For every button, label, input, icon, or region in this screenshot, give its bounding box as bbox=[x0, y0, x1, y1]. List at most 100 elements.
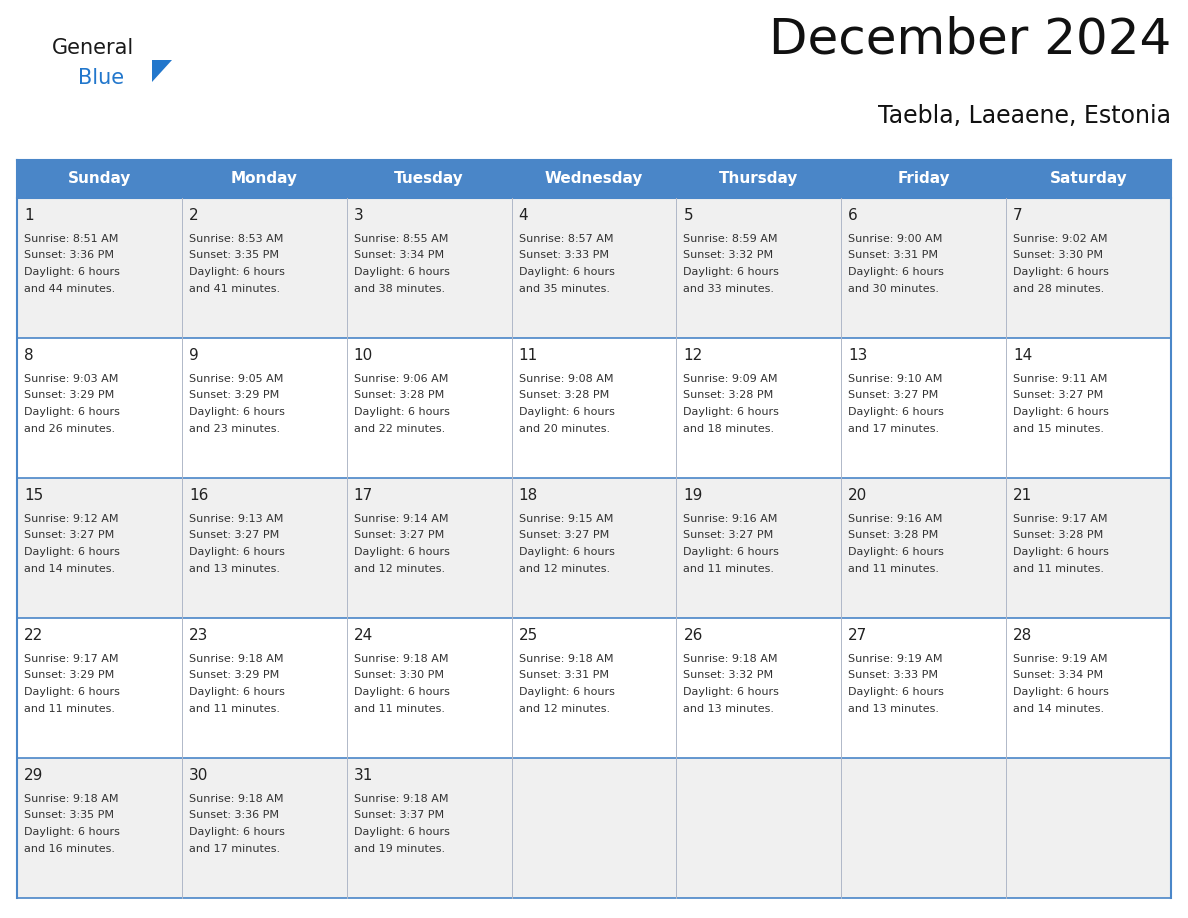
Text: December 2024: December 2024 bbox=[769, 15, 1171, 63]
Text: Sunset: 3:27 PM: Sunset: 3:27 PM bbox=[848, 390, 939, 400]
Text: and 16 minutes.: and 16 minutes. bbox=[24, 844, 115, 854]
Text: 13: 13 bbox=[848, 348, 867, 363]
Text: Sunrise: 8:51 AM: Sunrise: 8:51 AM bbox=[24, 234, 119, 244]
Text: and 12 minutes.: and 12 minutes. bbox=[519, 703, 609, 713]
Text: and 30 minutes.: and 30 minutes. bbox=[848, 284, 940, 294]
Text: 19: 19 bbox=[683, 488, 703, 503]
Text: Daylight: 6 hours: Daylight: 6 hours bbox=[1013, 687, 1110, 697]
Text: 3: 3 bbox=[354, 208, 364, 223]
Text: Sunset: 3:29 PM: Sunset: 3:29 PM bbox=[24, 670, 114, 680]
Text: 16: 16 bbox=[189, 488, 208, 503]
Text: Daylight: 6 hours: Daylight: 6 hours bbox=[24, 267, 120, 277]
Text: Sunrise: 9:19 AM: Sunrise: 9:19 AM bbox=[1013, 654, 1107, 664]
Text: Daylight: 6 hours: Daylight: 6 hours bbox=[24, 827, 120, 837]
Polygon shape bbox=[152, 60, 172, 82]
Text: 24: 24 bbox=[354, 628, 373, 643]
Text: Daylight: 6 hours: Daylight: 6 hours bbox=[848, 547, 944, 557]
Text: Sunset: 3:28 PM: Sunset: 3:28 PM bbox=[519, 390, 608, 400]
Text: 15: 15 bbox=[24, 488, 43, 503]
Text: Daylight: 6 hours: Daylight: 6 hours bbox=[519, 267, 614, 277]
Text: Sunset: 3:27 PM: Sunset: 3:27 PM bbox=[24, 531, 114, 541]
Bar bbox=[17, 198, 1171, 338]
Text: Sunrise: 9:18 AM: Sunrise: 9:18 AM bbox=[24, 794, 119, 804]
Text: Sunrise: 9:18 AM: Sunrise: 9:18 AM bbox=[189, 654, 284, 664]
Text: Sunrise: 9:16 AM: Sunrise: 9:16 AM bbox=[683, 514, 778, 524]
Text: 22: 22 bbox=[24, 628, 43, 643]
Text: Sunset: 3:36 PM: Sunset: 3:36 PM bbox=[189, 811, 279, 821]
Text: Sunset: 3:29 PM: Sunset: 3:29 PM bbox=[189, 390, 279, 400]
Text: 5: 5 bbox=[683, 208, 693, 223]
Text: 1: 1 bbox=[24, 208, 33, 223]
Bar bbox=[17, 618, 1171, 758]
Text: Sunrise: 9:11 AM: Sunrise: 9:11 AM bbox=[1013, 374, 1107, 384]
Text: Daylight: 6 hours: Daylight: 6 hours bbox=[519, 547, 614, 557]
Text: 27: 27 bbox=[848, 628, 867, 643]
Text: Sunset: 3:28 PM: Sunset: 3:28 PM bbox=[1013, 531, 1104, 541]
Text: 30: 30 bbox=[189, 768, 208, 783]
Text: Sunset: 3:30 PM: Sunset: 3:30 PM bbox=[354, 670, 443, 680]
Text: Sunrise: 9:13 AM: Sunrise: 9:13 AM bbox=[189, 514, 283, 524]
Text: Daylight: 6 hours: Daylight: 6 hours bbox=[354, 407, 449, 417]
Text: and 11 minutes.: and 11 minutes. bbox=[24, 703, 115, 713]
Text: 20: 20 bbox=[848, 488, 867, 503]
Text: Sunrise: 9:18 AM: Sunrise: 9:18 AM bbox=[683, 654, 778, 664]
Text: 9: 9 bbox=[189, 348, 198, 363]
Text: Daylight: 6 hours: Daylight: 6 hours bbox=[24, 687, 120, 697]
Text: Daylight: 6 hours: Daylight: 6 hours bbox=[189, 827, 285, 837]
Text: Daylight: 6 hours: Daylight: 6 hours bbox=[519, 687, 614, 697]
Text: Sunset: 3:30 PM: Sunset: 3:30 PM bbox=[1013, 251, 1104, 261]
Text: 8: 8 bbox=[24, 348, 33, 363]
Text: Wednesday: Wednesday bbox=[545, 172, 643, 186]
Text: Sunset: 3:31 PM: Sunset: 3:31 PM bbox=[848, 251, 939, 261]
Text: 18: 18 bbox=[519, 488, 538, 503]
Text: 4: 4 bbox=[519, 208, 529, 223]
Text: Sunset: 3:36 PM: Sunset: 3:36 PM bbox=[24, 251, 114, 261]
Text: and 15 minutes.: and 15 minutes. bbox=[1013, 423, 1104, 433]
Text: Daylight: 6 hours: Daylight: 6 hours bbox=[848, 407, 944, 417]
Text: 25: 25 bbox=[519, 628, 538, 643]
Text: 31: 31 bbox=[354, 768, 373, 783]
Text: and 23 minutes.: and 23 minutes. bbox=[189, 423, 280, 433]
Text: Daylight: 6 hours: Daylight: 6 hours bbox=[683, 687, 779, 697]
Text: and 11 minutes.: and 11 minutes. bbox=[1013, 564, 1104, 574]
Text: Sunrise: 8:59 AM: Sunrise: 8:59 AM bbox=[683, 234, 778, 244]
Text: 29: 29 bbox=[24, 768, 44, 783]
Text: Sunrise: 9:00 AM: Sunrise: 9:00 AM bbox=[848, 234, 942, 244]
Text: Daylight: 6 hours: Daylight: 6 hours bbox=[354, 267, 449, 277]
Text: and 35 minutes.: and 35 minutes. bbox=[519, 284, 609, 294]
Text: and 22 minutes.: and 22 minutes. bbox=[354, 423, 446, 433]
Text: Sunrise: 8:57 AM: Sunrise: 8:57 AM bbox=[519, 234, 613, 244]
Text: Sunrise: 9:09 AM: Sunrise: 9:09 AM bbox=[683, 374, 778, 384]
Text: Sunday: Sunday bbox=[68, 172, 131, 186]
Text: Sunset: 3:37 PM: Sunset: 3:37 PM bbox=[354, 811, 444, 821]
Text: Daylight: 6 hours: Daylight: 6 hours bbox=[683, 267, 779, 277]
Text: Sunrise: 9:12 AM: Sunrise: 9:12 AM bbox=[24, 514, 119, 524]
Text: Sunrise: 9:14 AM: Sunrise: 9:14 AM bbox=[354, 514, 448, 524]
Text: Sunrise: 9:08 AM: Sunrise: 9:08 AM bbox=[519, 374, 613, 384]
Text: Daylight: 6 hours: Daylight: 6 hours bbox=[1013, 267, 1110, 277]
Bar bbox=[17, 160, 1171, 198]
Text: Sunrise: 9:15 AM: Sunrise: 9:15 AM bbox=[519, 514, 613, 524]
Text: and 13 minutes.: and 13 minutes. bbox=[683, 703, 775, 713]
Text: Sunrise: 9:17 AM: Sunrise: 9:17 AM bbox=[1013, 514, 1107, 524]
Text: Sunrise: 9:17 AM: Sunrise: 9:17 AM bbox=[24, 654, 119, 664]
Text: Sunset: 3:28 PM: Sunset: 3:28 PM bbox=[683, 390, 773, 400]
Text: 2: 2 bbox=[189, 208, 198, 223]
Text: Sunset: 3:32 PM: Sunset: 3:32 PM bbox=[683, 251, 773, 261]
Text: Taebla, Laeaene, Estonia: Taebla, Laeaene, Estonia bbox=[878, 104, 1171, 128]
Text: 23: 23 bbox=[189, 628, 208, 643]
Text: and 14 minutes.: and 14 minutes. bbox=[1013, 703, 1105, 713]
Text: Sunset: 3:29 PM: Sunset: 3:29 PM bbox=[189, 670, 279, 680]
Text: Sunset: 3:35 PM: Sunset: 3:35 PM bbox=[24, 811, 114, 821]
Text: Sunset: 3:32 PM: Sunset: 3:32 PM bbox=[683, 670, 773, 680]
Text: 14: 14 bbox=[1013, 348, 1032, 363]
Text: and 17 minutes.: and 17 minutes. bbox=[848, 423, 940, 433]
Text: and 13 minutes.: and 13 minutes. bbox=[848, 703, 940, 713]
Text: Sunset: 3:34 PM: Sunset: 3:34 PM bbox=[354, 251, 444, 261]
Text: and 41 minutes.: and 41 minutes. bbox=[189, 284, 280, 294]
Text: Thursday: Thursday bbox=[719, 172, 798, 186]
Text: and 26 minutes.: and 26 minutes. bbox=[24, 423, 115, 433]
Text: 26: 26 bbox=[683, 628, 703, 643]
Text: Daylight: 6 hours: Daylight: 6 hours bbox=[189, 407, 285, 417]
Text: Daylight: 6 hours: Daylight: 6 hours bbox=[683, 407, 779, 417]
